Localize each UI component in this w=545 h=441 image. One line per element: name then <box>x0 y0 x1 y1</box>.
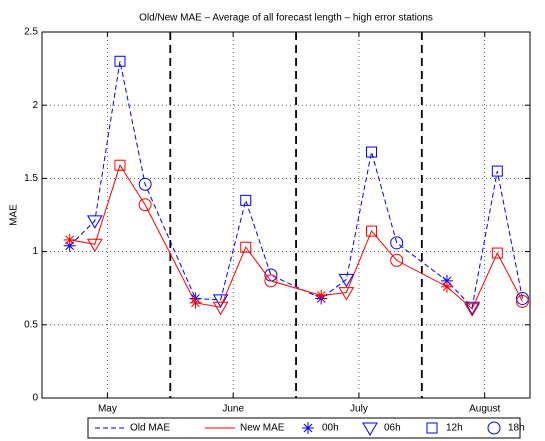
legend-label: New MAE <box>240 423 285 434</box>
circle <box>515 294 529 308</box>
marker-square <box>491 165 503 177</box>
circle <box>487 421 501 435</box>
marker-triangle-down <box>212 301 229 316</box>
circle <box>138 198 152 212</box>
circle <box>390 236 404 250</box>
triangle <box>464 301 481 316</box>
series-line <box>69 164 523 310</box>
marker-square <box>114 159 126 171</box>
circle <box>515 291 529 305</box>
chart-title: Old/New MAE – Average of all forecast le… <box>139 13 433 24</box>
marker-circle <box>390 253 404 267</box>
marker-triangle-down <box>86 238 103 253</box>
circle <box>390 253 404 267</box>
legend-label: 18h <box>508 423 525 434</box>
marker-square <box>240 241 252 253</box>
marker-asterisk <box>440 280 453 293</box>
legend-label: 06h <box>384 423 401 434</box>
square <box>366 146 378 158</box>
marker-asterisk <box>302 422 314 434</box>
square <box>491 247 503 259</box>
marker-circle <box>138 198 152 212</box>
marker-triangle-down <box>464 301 481 316</box>
triangle <box>338 273 355 288</box>
y-tick-label: 1.5 <box>24 173 38 184</box>
marker-square <box>426 422 438 434</box>
marker-triangle-down <box>464 303 481 317</box>
square <box>491 165 503 177</box>
triangle <box>338 287 355 301</box>
legend-label: Old MAE <box>130 423 170 434</box>
square <box>240 241 252 253</box>
marker-circle <box>515 294 529 308</box>
triangle <box>86 215 103 229</box>
marker-circle <box>138 177 152 191</box>
x-tick-label: July <box>350 404 368 415</box>
asterisk <box>315 289 328 302</box>
y-tick-label: 0.5 <box>24 319 38 330</box>
x-tick-label: June <box>222 404 244 415</box>
circle <box>264 274 278 288</box>
square <box>114 159 126 171</box>
marker-asterisk <box>189 296 202 309</box>
legend-label: 00h <box>322 423 339 434</box>
marker-circle <box>515 291 529 305</box>
marker-circle <box>487 421 501 435</box>
triangle <box>362 422 378 436</box>
marker-asterisk <box>315 289 328 302</box>
marker-square <box>114 55 126 67</box>
triangle <box>86 238 103 253</box>
marker-square <box>491 247 503 259</box>
square <box>240 194 252 206</box>
x-tick-label: August <box>469 404 500 415</box>
plot-frame <box>41 31 531 399</box>
square <box>426 422 438 434</box>
triangle <box>212 294 229 308</box>
asterisk <box>189 296 202 309</box>
marker-triangle-down <box>362 422 378 436</box>
y-tick-label: 1 <box>32 246 38 257</box>
marker-triangle-down <box>86 215 103 229</box>
series-line <box>69 61 523 309</box>
marker-triangle-down <box>212 294 229 308</box>
triangle <box>212 301 229 316</box>
marker-triangle-down <box>338 273 355 288</box>
asterisk <box>440 280 453 293</box>
marker-asterisk <box>63 233 76 246</box>
marker-circle <box>390 236 404 250</box>
asterisk <box>302 422 314 434</box>
marker-square <box>366 225 378 237</box>
y-axis-label: MAE <box>9 204 20 226</box>
legend-label: 12h <box>446 423 463 434</box>
marker-square <box>240 194 252 206</box>
marker-circle <box>264 274 278 288</box>
y-tick-label: 0 <box>32 393 38 404</box>
square <box>366 225 378 237</box>
circle <box>138 177 152 191</box>
triangle <box>464 303 481 317</box>
marker-square <box>366 146 378 158</box>
square <box>114 55 126 67</box>
asterisk <box>63 233 76 246</box>
y-tick-label: 2 <box>32 100 38 111</box>
x-tick-label: May <box>98 404 117 415</box>
marker-triangle-down <box>338 287 355 301</box>
y-tick-label: 2.5 <box>24 27 38 38</box>
